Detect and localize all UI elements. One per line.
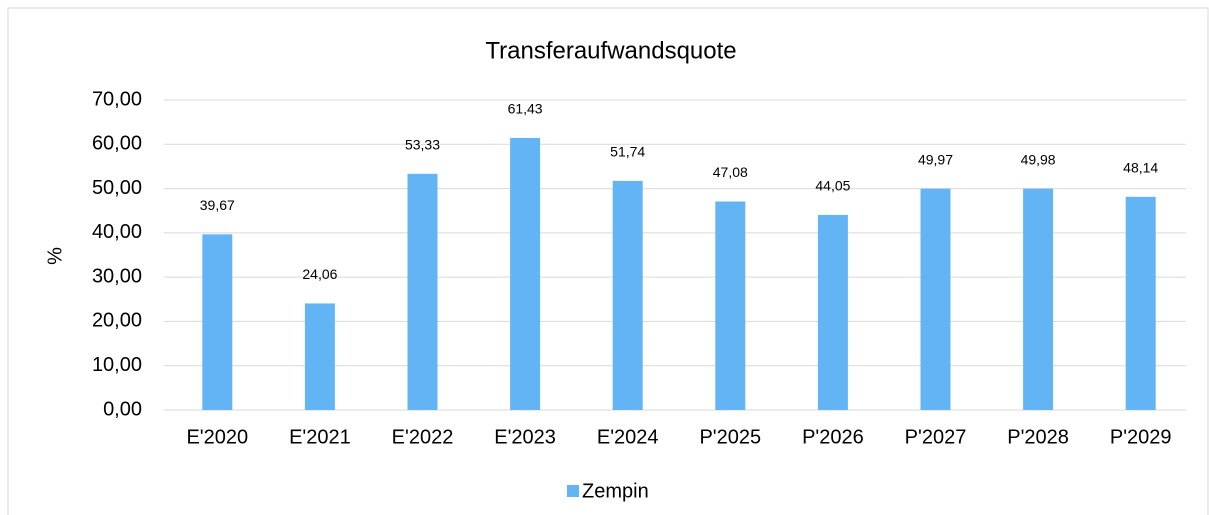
bar — [612, 180, 643, 410]
legend-swatch — [567, 485, 579, 497]
data-label: 48,14 — [1123, 160, 1158, 176]
y-tick-label: 70,00 — [92, 88, 142, 110]
bar — [920, 188, 951, 410]
x-tick-label: P'2025 — [699, 426, 761, 448]
data-label: 51,74 — [610, 144, 645, 160]
bar — [510, 137, 541, 410]
data-label: 39,67 — [200, 197, 235, 213]
x-tick-label: P'2029 — [1110, 426, 1172, 448]
data-label: 24,06 — [302, 266, 337, 282]
data-label: 61,43 — [508, 101, 543, 117]
x-tick-label: E'2020 — [186, 426, 248, 448]
y-tick-label: 60,00 — [92, 133, 142, 155]
bar — [817, 214, 848, 410]
y-tick-label: 50,00 — [92, 177, 142, 199]
y-tick-label: 20,00 — [92, 310, 142, 332]
bar — [407, 173, 438, 410]
y-tick-label: 30,00 — [92, 265, 142, 287]
data-label: 49,98 — [1021, 151, 1056, 167]
chart-title: Transferaufwandsquote — [485, 37, 736, 64]
y-axis-label: % — [44, 247, 66, 265]
y-tick-label: 0,00 — [103, 398, 142, 420]
data-label: 49,97 — [918, 151, 953, 167]
x-tick-label: E'2024 — [597, 426, 659, 448]
data-label: 44,05 — [815, 178, 850, 194]
bar — [715, 201, 746, 410]
x-tick-label: E'2021 — [289, 426, 351, 448]
data-label: 47,08 — [713, 164, 748, 180]
x-tick-label: P'2027 — [905, 426, 967, 448]
bar — [304, 303, 335, 410]
bar — [202, 234, 233, 410]
x-tick-label: E'2023 — [494, 426, 556, 448]
y-tick-label: 10,00 — [92, 354, 142, 376]
x-tick-label: P'2026 — [802, 426, 864, 448]
legend-label: Zempin — [582, 480, 649, 502]
x-tick-label: E'2022 — [392, 426, 454, 448]
x-tick-label: P'2028 — [1007, 426, 1069, 448]
bar — [1023, 188, 1054, 410]
bar — [1125, 196, 1156, 410]
data-label: 53,33 — [405, 137, 440, 153]
y-tick-label: 40,00 — [92, 221, 142, 243]
